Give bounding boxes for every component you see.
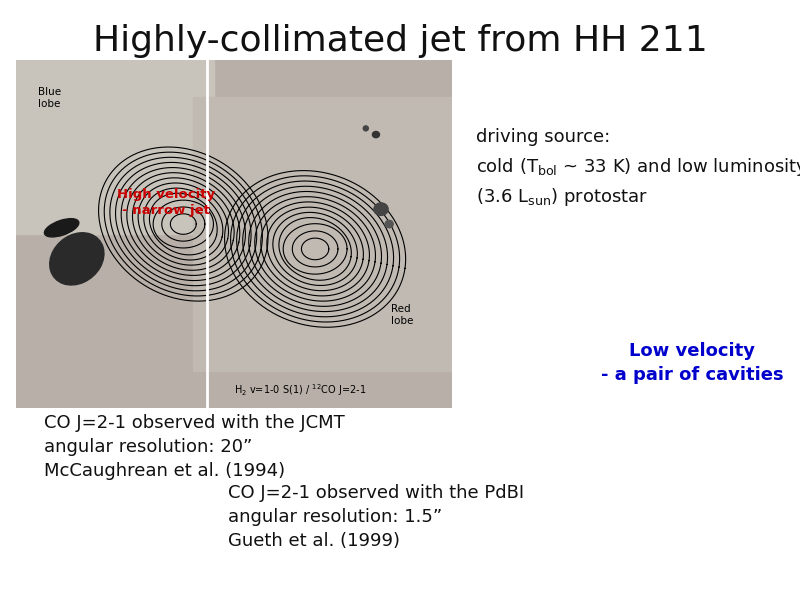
- Text: - a pair of cavities: - a pair of cavities: [601, 366, 783, 384]
- Text: Highly-collimated jet from HH 211: Highly-collimated jet from HH 211: [93, 24, 707, 58]
- Bar: [194, 97, 452, 371]
- Text: (3.6 L$_{\rm sun}$) protostar: (3.6 L$_{\rm sun}$) protostar: [476, 186, 648, 208]
- Text: angular resolution: 20”: angular resolution: 20”: [44, 438, 252, 456]
- Text: Red
lobe: Red lobe: [391, 304, 414, 326]
- Ellipse shape: [45, 218, 79, 237]
- Text: CO J=2-1 observed with the PdBI: CO J=2-1 observed with the PdBI: [228, 484, 524, 502]
- Text: cold (T$_{\rm bol}$ ~ 33 K) and low luminosity: cold (T$_{\rm bol}$ ~ 33 K) and low lumi…: [476, 156, 800, 178]
- Bar: [16, 60, 214, 234]
- Text: High velocity
- narrow jet: High velocity - narrow jet: [117, 188, 215, 217]
- Text: CO J=2-1 observed with the JCMT: CO J=2-1 observed with the JCMT: [44, 414, 345, 432]
- Text: McCaughrean et al. (1994): McCaughrean et al. (1994): [44, 462, 285, 480]
- Text: angular resolution: 1.5”: angular resolution: 1.5”: [228, 508, 442, 526]
- Ellipse shape: [50, 233, 104, 285]
- Text: Gueth et al. (1999): Gueth et al. (1999): [228, 532, 400, 550]
- Text: driving source:: driving source:: [476, 128, 610, 146]
- Text: Low velocity: Low velocity: [629, 342, 755, 360]
- Ellipse shape: [363, 126, 368, 131]
- Ellipse shape: [374, 203, 388, 215]
- Text: H$_2$ v=1-0 S(1) / $^{12}$CO J=2-1: H$_2$ v=1-0 S(1) / $^{12}$CO J=2-1: [234, 382, 366, 398]
- Ellipse shape: [385, 220, 393, 228]
- Ellipse shape: [373, 131, 379, 137]
- Text: Blue
lobe: Blue lobe: [38, 88, 62, 109]
